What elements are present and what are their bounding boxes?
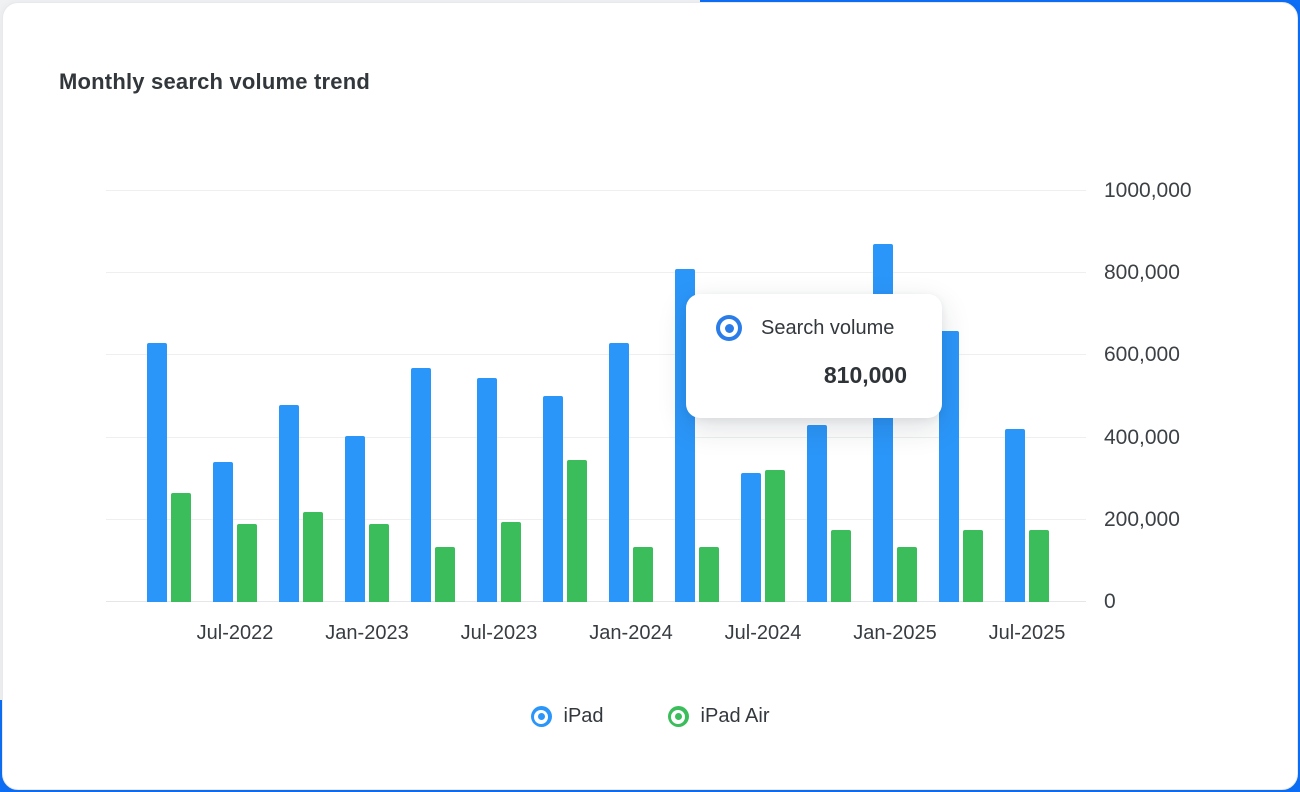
bar-ipad-air[interactable]: [1029, 530, 1049, 602]
y-tick-label: 800,000: [1104, 261, 1180, 285]
bar-ipad[interactable]: [741, 473, 761, 602]
bar-ipad[interactable]: [1005, 429, 1025, 602]
bar-ipad-air[interactable]: [369, 524, 389, 602]
gridline: [106, 436, 1086, 438]
bar-ipad-air[interactable]: [633, 547, 653, 602]
x-tick-label: Jul-2025: [988, 622, 1066, 644]
x-axis: Jul-2022 Jan-2023 Jul-2023 Jan-2024 Jul-2024…: [106, 614, 1086, 650]
plot-area: [106, 190, 1086, 602]
x-tick-label: Jul-2024: [724, 622, 802, 644]
legend: iPad iPad Air: [3, 705, 1297, 728]
bar-ipad-air[interactable]: [699, 547, 719, 602]
bar-ipad-air[interactable]: [567, 460, 587, 602]
bar-ipad-air[interactable]: [897, 547, 917, 602]
y-tick-label: 0: [1104, 590, 1116, 613]
gridline: [106, 601, 1086, 602]
x-tick-label: Jul-2023: [460, 622, 538, 644]
y-tick-label: 200,000: [1104, 507, 1180, 531]
bar-ipad[interactable]: [609, 343, 629, 602]
legend-item-ipad[interactable]: iPad: [530, 705, 604, 728]
bar-ipad-air[interactable]: [171, 493, 191, 602]
gridline: [106, 190, 1086, 191]
x-tick-label: Jan-2025: [853, 622, 937, 644]
bar-ipad-air[interactable]: [765, 470, 785, 602]
bar-ipad-air[interactable]: [963, 530, 983, 602]
gridline: [106, 354, 1086, 356]
bar-ipad-air[interactable]: [501, 522, 521, 602]
legend-radio-dot-icon: [530, 706, 552, 727]
tooltip-label: Search volume: [761, 316, 895, 339]
y-tick-label: 400,000: [1104, 425, 1180, 449]
bar-ipad-air[interactable]: [303, 512, 323, 602]
x-tick-label: Jul-2022: [196, 622, 274, 644]
bar-ipad[interactable]: [939, 331, 959, 602]
bar-ipad[interactable]: [279, 405, 299, 602]
legend-item-ipad-air[interactable]: iPad Air: [667, 705, 770, 728]
x-tick-label: Jan-2024: [589, 622, 673, 644]
bar-ipad[interactable]: [543, 396, 563, 602]
tooltip-value: 810,000: [823, 362, 907, 388]
gridline: [106, 518, 1086, 520]
bar-ipad-air[interactable]: [435, 547, 455, 602]
legend-item-label: iPad: [563, 705, 604, 727]
y-tick-label: 600,000: [1104, 343, 1180, 367]
bar-ipad[interactable]: [411, 368, 431, 602]
bar-ipad[interactable]: [147, 343, 167, 602]
series-marker-radio-icon: [716, 315, 742, 341]
x-tick-label: Jan-2023: [325, 622, 409, 644]
bar-ipad-air[interactable]: [831, 530, 851, 602]
bar-ipad[interactable]: [345, 436, 365, 602]
legend-item-label: iPad Air: [700, 705, 770, 727]
tooltip-series-row: Search volume: [716, 315, 907, 341]
gridline: [106, 272, 1086, 274]
y-tick-label: 1000,000: [1104, 179, 1192, 202]
bar-ipad-air[interactable]: [237, 524, 257, 602]
chart-title: Monthly search volume trend: [59, 69, 371, 94]
legend-radio-dot-icon: [667, 706, 689, 727]
bar-ipad[interactable]: [213, 462, 233, 602]
search-volume-tooltip: Search volume 810,000: [686, 294, 942, 418]
bar-ipad[interactable]: [477, 378, 497, 602]
bar-ipad[interactable]: [807, 425, 827, 602]
